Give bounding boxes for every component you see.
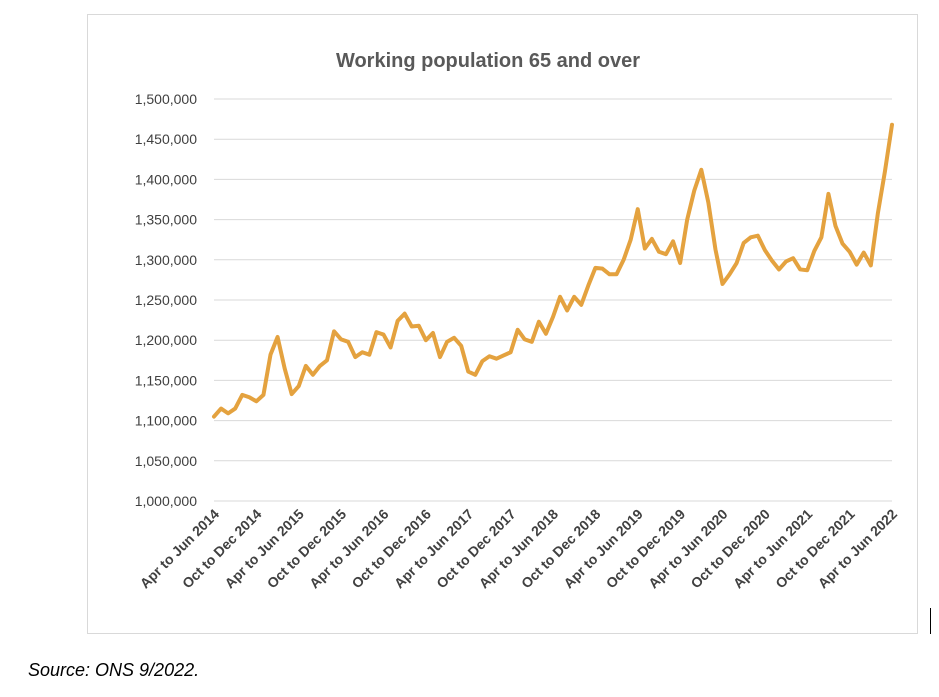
y-tick-label: 1,450,000 <box>135 131 197 147</box>
y-tick-label: 1,300,000 <box>135 252 197 268</box>
y-tick-label: 1,250,000 <box>135 292 197 308</box>
gridlines <box>214 98 892 502</box>
source-note: Source: ONS 9/2022. <box>28 660 200 680</box>
y-tick-label: 1,050,000 <box>135 453 197 469</box>
series-group <box>212 122 894 419</box>
y-tick-label: 1,000,000 <box>135 493 197 509</box>
y-tick-label: 1,200,000 <box>135 332 197 348</box>
chart-area <box>87 14 918 634</box>
y-tick-label: 1,350,000 <box>135 212 197 228</box>
y-tick-label: 1,100,000 <box>135 413 197 429</box>
y-axis-ticks: 1,000,000 1,050,000 1,100,000 1,150,000 1,20… <box>135 91 197 509</box>
y-tick-label: 1,500,000 <box>135 91 197 107</box>
chart-title: Working population 65 and over <box>336 50 640 72</box>
series-line <box>212 122 894 419</box>
y-tick-label: 1,400,000 <box>135 171 197 187</box>
edge-marker <box>930 608 931 634</box>
x-tick-label: Apr to Jun 2022 <box>815 506 901 592</box>
y-tick-label: 1,150,000 <box>135 372 197 388</box>
